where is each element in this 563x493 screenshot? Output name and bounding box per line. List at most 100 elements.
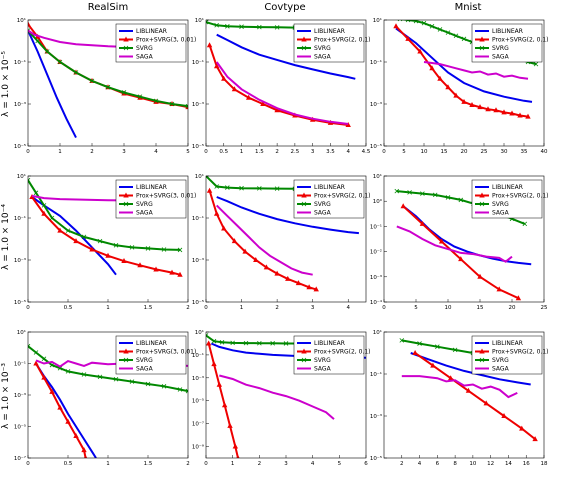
data-point xyxy=(461,36,467,42)
legend-marker xyxy=(479,348,485,354)
data-point xyxy=(231,238,238,244)
legend-marker xyxy=(479,192,485,198)
data-point xyxy=(345,122,351,127)
x-tick-label: 25 xyxy=(541,305,548,311)
data-point xyxy=(231,86,238,92)
series-line xyxy=(423,61,529,80)
legend-label: SVRG xyxy=(314,45,331,52)
x-tick-label: 15 xyxy=(441,149,448,155)
y-tick-label: 10⁻² xyxy=(370,249,382,256)
y-tick-label: 10⁻⁵ xyxy=(14,424,26,431)
x-tick-label: 1 xyxy=(240,305,244,311)
y-tick-label: 10⁻¹ xyxy=(192,352,204,359)
data-point xyxy=(405,20,411,23)
data-point xyxy=(270,341,275,346)
data-point xyxy=(206,20,209,25)
data-point xyxy=(206,176,209,179)
data-point xyxy=(211,338,217,344)
data-point xyxy=(97,238,103,244)
x-tick-label: 0 xyxy=(26,305,30,311)
row-labels: λ = 1.0 × 10⁻⁵ λ = 1.0 × 10⁻⁴ λ = 1.0 × … xyxy=(1,51,11,429)
y-tick-label: 10⁻³ xyxy=(370,274,382,281)
data-point xyxy=(206,340,212,346)
series-line xyxy=(28,30,77,139)
data-point xyxy=(435,344,440,349)
series-line xyxy=(396,225,513,263)
data-point xyxy=(437,27,443,32)
data-point xyxy=(44,49,50,54)
legend-marker xyxy=(479,357,485,363)
plot-frame xyxy=(27,19,189,147)
data-point xyxy=(28,21,31,27)
data-point xyxy=(73,238,79,244)
legend-label: Prox+SVRG(2, 0.1) xyxy=(314,37,371,44)
legend-label: Prox+SVRG(2, 0.1) xyxy=(492,37,549,44)
data-point xyxy=(483,400,489,406)
data-point xyxy=(438,238,445,244)
series-line xyxy=(401,375,518,399)
legend-label: Prox+SVRG(2, 0.1) xyxy=(492,349,549,356)
data-point xyxy=(35,38,40,44)
series-proxsvrg xyxy=(400,203,522,301)
y-tick-label: 10¹ xyxy=(195,17,204,24)
y-tick-label: 10¹ xyxy=(195,329,204,336)
data-point xyxy=(399,338,405,343)
data-point xyxy=(81,234,87,240)
legend-marker xyxy=(301,348,307,354)
data-point xyxy=(213,210,220,216)
data-point xyxy=(221,225,227,231)
data-point xyxy=(221,402,228,408)
x-tick-label: 2 xyxy=(275,149,279,155)
data-point xyxy=(121,258,127,264)
series-proxsvrg xyxy=(29,194,183,277)
data-point xyxy=(41,203,47,208)
series-saga xyxy=(215,204,313,276)
data-point xyxy=(121,90,127,95)
data-point xyxy=(245,94,252,100)
data-point xyxy=(225,185,230,190)
data-point xyxy=(49,215,55,221)
y-tick-label: 10⁻⁵ xyxy=(192,299,204,306)
y-tick-label: 10⁻¹ xyxy=(192,59,204,66)
legend-label: LIBLINEAR xyxy=(492,28,523,35)
column-titles: RealSim Covtype Mnist xyxy=(88,2,482,13)
data-point xyxy=(105,84,111,90)
legend-label: SAGA xyxy=(492,54,510,61)
legend-marker xyxy=(301,45,307,51)
data-point xyxy=(517,112,523,118)
data-point xyxy=(445,195,451,200)
y-tick-label: 10⁻¹ xyxy=(14,215,26,222)
series-svrg xyxy=(28,343,188,394)
data-point xyxy=(232,443,239,449)
data-point xyxy=(33,350,39,355)
data-point xyxy=(421,20,427,26)
y-tick-label: 10⁻¹ xyxy=(14,361,26,368)
legend-label: SAGA xyxy=(136,54,154,61)
series-svrg xyxy=(28,177,183,253)
data-point xyxy=(113,376,119,382)
data-point xyxy=(65,418,71,424)
series-line xyxy=(395,27,533,103)
series-saga xyxy=(396,225,513,263)
data-point xyxy=(285,275,291,281)
data-point xyxy=(153,266,159,272)
series-saga xyxy=(401,375,518,399)
data-point xyxy=(274,107,280,113)
legend-marker xyxy=(123,36,129,42)
data-point xyxy=(97,374,103,380)
data-point xyxy=(394,188,400,194)
legend: LIBLINEAR Prox+SVRG(3, 0.01)SVRG SAGA xyxy=(115,23,196,63)
legend-label: SVRG xyxy=(136,357,153,364)
data-point xyxy=(445,84,451,90)
y-tick-label: 10⁻⁵ xyxy=(370,455,382,462)
series-line xyxy=(216,196,359,235)
y-tick-label: 10⁻⁵ xyxy=(14,143,26,150)
x-tick-label: 5 xyxy=(186,149,190,155)
series-line xyxy=(216,33,356,80)
data-point xyxy=(525,113,531,119)
legend-marker xyxy=(479,45,485,51)
series-line xyxy=(28,179,181,251)
data-point xyxy=(145,381,151,387)
y-tick-label: 10¹ xyxy=(373,173,382,180)
data-point xyxy=(206,333,209,338)
